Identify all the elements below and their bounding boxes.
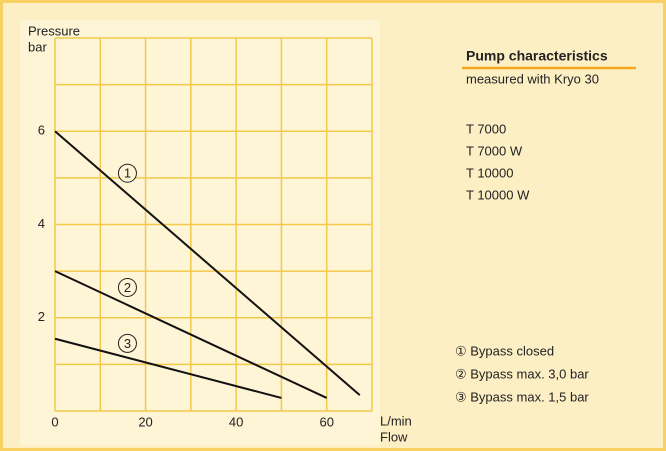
series-marker-circle xyxy=(117,277,137,297)
plot-area xyxy=(20,20,380,445)
y-axis-unit: bar xyxy=(28,39,47,54)
series-marker-circle xyxy=(117,333,137,353)
info-subtitle: measured with Kryo 30 xyxy=(466,71,599,86)
series-marker: 3 xyxy=(124,336,131,351)
model: T 7000 W xyxy=(466,143,523,158)
x-axis-unit: L/min xyxy=(380,413,412,428)
info-title: Pump characteristics xyxy=(466,48,608,64)
series-marker-circle xyxy=(117,163,137,183)
y-tick-label: 4 xyxy=(38,216,45,231)
model: T 7000 xyxy=(466,121,506,136)
legend-entry: ③ Bypass max. 1,5 bar xyxy=(455,389,589,404)
legend-entry: ② Bypass max. 3,0 bar xyxy=(455,366,589,381)
x-axis-label: Flow xyxy=(380,429,408,444)
series-line xyxy=(54,270,328,399)
legend-entry: ① Bypass closed xyxy=(455,343,554,358)
x-tick-label: 20 xyxy=(138,414,152,429)
x-tick-label: 0 xyxy=(51,414,58,429)
y-tick-label: 2 xyxy=(38,309,45,324)
model: T 10000 W xyxy=(466,187,530,202)
x-tick-label: 40 xyxy=(229,414,243,429)
series-marker: 2 xyxy=(124,280,131,295)
x-tick-label: 60 xyxy=(319,414,333,429)
series-marker: 1 xyxy=(124,166,131,181)
y-tick-label: 6 xyxy=(38,123,45,138)
y-axis-label: Pressure xyxy=(28,23,80,38)
model: T 10000 xyxy=(466,165,513,180)
series-line xyxy=(54,337,282,399)
series-line xyxy=(54,130,361,396)
